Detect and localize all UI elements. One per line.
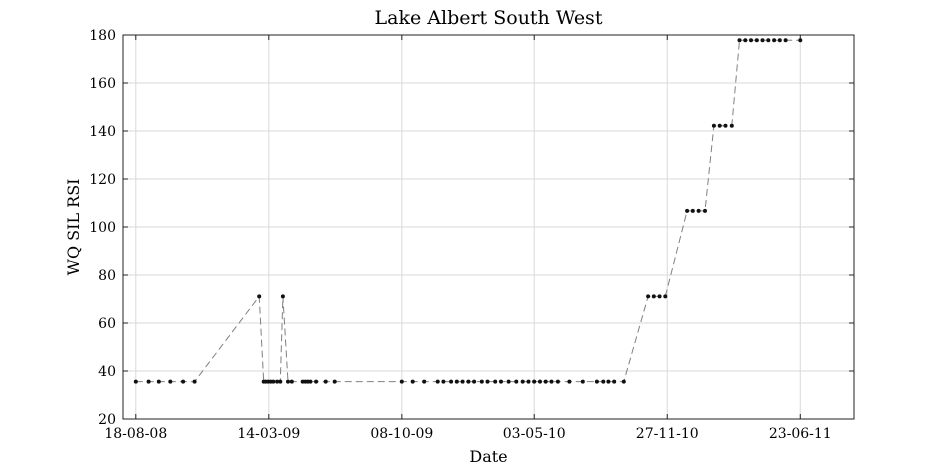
data-point: [192, 379, 197, 384]
data-point: [472, 379, 477, 384]
data-point: [399, 379, 404, 384]
x-tick-label: 08-10-09: [370, 426, 433, 442]
y-tick-label: 100: [89, 220, 116, 236]
data-point: [449, 379, 454, 384]
series-line: [135, 39, 801, 383]
y-tick-label: 20: [98, 412, 116, 428]
data-point: [278, 379, 283, 384]
data-point: [606, 379, 611, 384]
data-point: [286, 379, 290, 384]
y-tick-label: 80: [98, 268, 116, 284]
data-point: [332, 379, 337, 384]
data-point: [168, 379, 173, 384]
data-point: [520, 379, 525, 384]
data-point: [514, 379, 519, 384]
data-point: [460, 379, 465, 384]
data-point: [435, 379, 440, 384]
data-point: [549, 379, 554, 384]
data-point: [580, 379, 585, 384]
x-tick-label: 27-11-10: [636, 426, 699, 442]
data-point: [499, 379, 503, 384]
data-point: [410, 379, 415, 384]
data-point: [690, 208, 695, 213]
y-tick-label: 140: [89, 124, 116, 140]
x-tick-label: 23-06-11: [769, 426, 832, 442]
data-point: [717, 123, 722, 128]
data-point: [422, 379, 427, 384]
y-tick-label: 60: [98, 316, 116, 332]
data-point: [760, 38, 765, 43]
axis-ticks: 20 40 60 80 100 120 140 160 180 18-08-08 14-03-09 0…: [89, 28, 854, 442]
data-point: [711, 123, 716, 128]
data-point: [567, 379, 572, 384]
data-point: [133, 379, 138, 384]
data-point: [696, 208, 701, 213]
grid-lines: [123, 34, 854, 420]
data-point: [646, 294, 651, 299]
data-point: [729, 123, 734, 128]
data-point: [156, 379, 161, 384]
data-point: [441, 379, 446, 384]
data-point: [685, 208, 690, 213]
x-axis-label: Date: [469, 447, 507, 466]
data-point: [743, 38, 748, 43]
x-tick-label: 03-05-10: [503, 426, 566, 442]
data-point: [257, 294, 262, 299]
x-tick-label: 14-03-09: [237, 426, 300, 442]
data-point: [657, 294, 662, 299]
data-point: [601, 379, 606, 384]
data-point: [723, 123, 728, 128]
data-point: [479, 379, 484, 384]
x-tick-label: 18-08-08: [104, 426, 167, 442]
y-tick-label: 180: [89, 28, 116, 44]
data-point: [594, 379, 599, 384]
y-tick-label: 120: [89, 172, 116, 188]
data-point: [454, 379, 459, 384]
data-point: [612, 379, 617, 384]
data-point: [663, 294, 668, 299]
data-point: [798, 38, 803, 43]
data-point: [275, 379, 280, 384]
data-point: [323, 379, 328, 384]
data-points: [133, 38, 803, 384]
data-point: [493, 379, 498, 384]
data-point: [532, 379, 537, 384]
data-point: [181, 379, 186, 384]
data-point: [526, 379, 531, 384]
data-point: [749, 38, 753, 43]
data-point: [555, 379, 560, 384]
data-point: [485, 379, 490, 384]
data-point: [766, 38, 771, 43]
data-point: [280, 294, 285, 299]
data-point: [772, 38, 777, 43]
data-point: [777, 38, 782, 43]
data-point: [621, 379, 626, 384]
y-tick-label: 40: [98, 364, 116, 380]
y-tick-label: 160: [89, 76, 116, 92]
data-point: [543, 379, 548, 384]
data-point: [651, 294, 656, 299]
data-point: [703, 208, 707, 213]
data-point: [754, 38, 759, 43]
data-point: [538, 379, 542, 384]
chart-title: Lake Albert South West: [375, 7, 603, 29]
data-point: [314, 379, 319, 384]
data-point: [289, 379, 294, 384]
data-point: [146, 379, 151, 384]
data-point: [466, 379, 471, 384]
data-point: [783, 38, 788, 43]
y-axis-label: WQ SIL RSI: [64, 179, 83, 276]
data-point: [737, 38, 742, 43]
data-point: [271, 379, 276, 384]
data-point: [506, 379, 511, 384]
data-point: [308, 379, 313, 384]
